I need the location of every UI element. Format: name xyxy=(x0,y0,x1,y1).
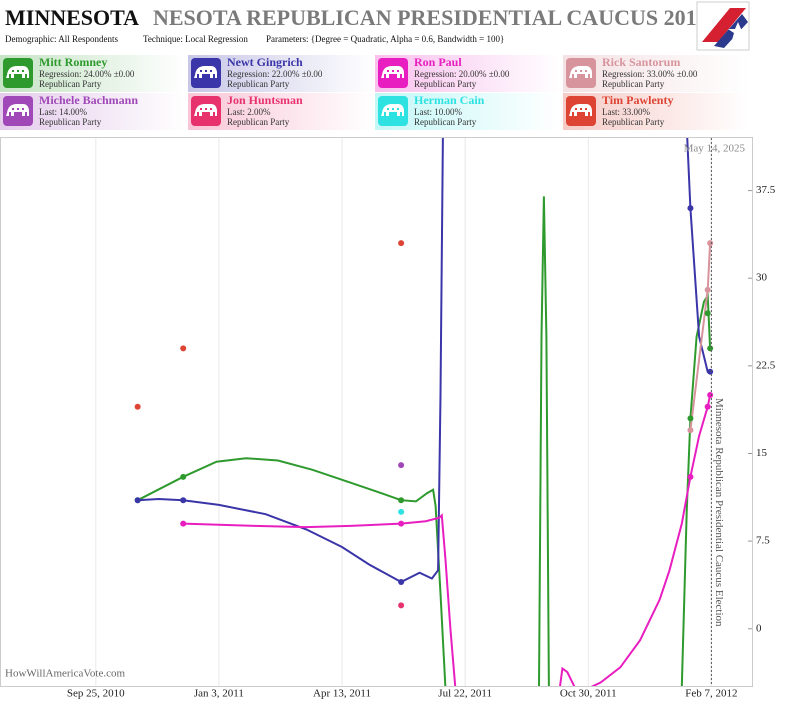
legend-party: Republican Party xyxy=(414,117,477,127)
poll-point xyxy=(398,602,405,609)
subtitle: Parameters: {Degree = Quadratic, Alpha =… xyxy=(266,34,504,44)
legend-party: Republican Party xyxy=(39,79,102,89)
subtitle: Technique: Local Regression xyxy=(143,34,248,44)
y-tick-label: 0 xyxy=(756,622,762,634)
legend-name: Tim Pawlenty xyxy=(602,93,673,107)
x-tick-label: Jul 22, 2011 xyxy=(438,688,492,700)
y-tick-label: 22.5 xyxy=(756,359,776,371)
legend-party: Republican Party xyxy=(602,79,665,89)
y-tick-label: 7.5 xyxy=(756,535,770,547)
date-stamp: May 14, 2025 xyxy=(684,143,746,155)
legend-detail: Regression: 22.00% ±0.00 xyxy=(227,69,323,79)
poll-point xyxy=(180,473,187,480)
legend-detail: Regression: 24.00% ±0.00 xyxy=(39,69,135,79)
legend-name: Newt Gingrich xyxy=(227,55,303,69)
legend-detail: Last: 2.00% xyxy=(227,107,271,117)
legend-icon-stars xyxy=(575,108,587,110)
y-tick-label: 30 xyxy=(756,272,768,284)
legend-party: Republican Party xyxy=(227,79,290,89)
legend-icon-stars xyxy=(200,108,212,110)
poll-point xyxy=(704,310,711,317)
poll-point xyxy=(180,497,187,504)
regression-line xyxy=(689,243,712,431)
x-tick-label: Apr 13, 2011 xyxy=(313,688,371,700)
poll-point xyxy=(687,427,694,434)
watermark: HowWillAmericaVote.com xyxy=(5,668,125,680)
legend-party: Republican Party xyxy=(227,117,290,127)
regression-line xyxy=(137,138,711,584)
regression-line xyxy=(137,196,712,686)
poll-point xyxy=(687,205,694,212)
legend-party: Republican Party xyxy=(39,117,102,127)
poll-point xyxy=(398,520,405,527)
legend-detail: Last: 10.00% xyxy=(414,107,462,117)
poll-point xyxy=(398,497,405,504)
y-tick-label: 37.5 xyxy=(756,184,776,196)
poll-point xyxy=(134,403,141,410)
legend-icon-stars xyxy=(200,70,212,72)
points xyxy=(134,205,714,609)
poll-point xyxy=(704,403,711,410)
legend-icon-stars xyxy=(12,70,24,72)
poll-point xyxy=(707,368,714,375)
regression-line xyxy=(183,394,712,686)
poll-point xyxy=(687,415,694,422)
legend-detail: Regression: 33.00% ±0.00 xyxy=(602,69,698,79)
legend-party: Republican Party xyxy=(414,79,477,89)
legend-name: Herman Cain xyxy=(414,93,485,107)
y-tick-label: 15 xyxy=(756,447,768,459)
legend-icon-stars xyxy=(575,70,587,72)
legend-name: Mitt Romney xyxy=(39,55,107,69)
legend-party: Republican Party xyxy=(602,117,665,127)
x-tick-label: Oct 30, 2011 xyxy=(560,688,617,700)
poll-point xyxy=(707,240,714,247)
chart-title: MINNESOTA xyxy=(5,5,139,30)
legend-detail: Regression: 20.00% ±0.00 xyxy=(414,69,510,79)
logo xyxy=(696,1,750,51)
x-tick-label: Jan 3, 2011 xyxy=(194,688,244,700)
legend-name: Jon Huntsman xyxy=(227,93,303,107)
legend-icon-stars xyxy=(387,108,399,110)
legend-detail: Last: 14.00% xyxy=(39,107,87,117)
subtitle: Demographic: All Respondents xyxy=(5,34,118,44)
poll-point xyxy=(704,286,711,293)
poll-point xyxy=(180,345,187,352)
poll-point xyxy=(707,345,714,352)
chart-title-rest: NESOTA REPUBLICAN PRESIDENTIAL CAUCUS 20… xyxy=(153,5,708,30)
x-tick-label: Feb 7, 2012 xyxy=(685,688,737,700)
x-tick-label: Sep 25, 2010 xyxy=(67,688,125,700)
poll-point xyxy=(398,579,405,586)
legend-name: Michele Bachmann xyxy=(39,93,138,107)
event-label: Minnesota Republican Presidential Caucus… xyxy=(713,398,725,627)
poll-point xyxy=(398,462,405,469)
poll-point xyxy=(707,392,714,399)
poll-point xyxy=(687,473,694,480)
curves xyxy=(137,138,712,686)
legend-name: Ron Paul xyxy=(414,55,462,69)
legend-icon-stars xyxy=(12,108,24,110)
axes: Sep 25, 2010 Jan 3, 2011 Apr 13, 2011 Jul 2… xyxy=(67,138,776,700)
poll-point xyxy=(398,240,405,247)
poll-point xyxy=(180,520,187,527)
legend-detail: Last: 33.00% xyxy=(602,107,650,117)
poll-point xyxy=(398,508,405,515)
legend-icon-stars xyxy=(387,70,399,72)
legend-name: Rick Santorum xyxy=(602,55,680,69)
poll-point xyxy=(134,497,141,504)
plot-frame xyxy=(0,137,753,687)
